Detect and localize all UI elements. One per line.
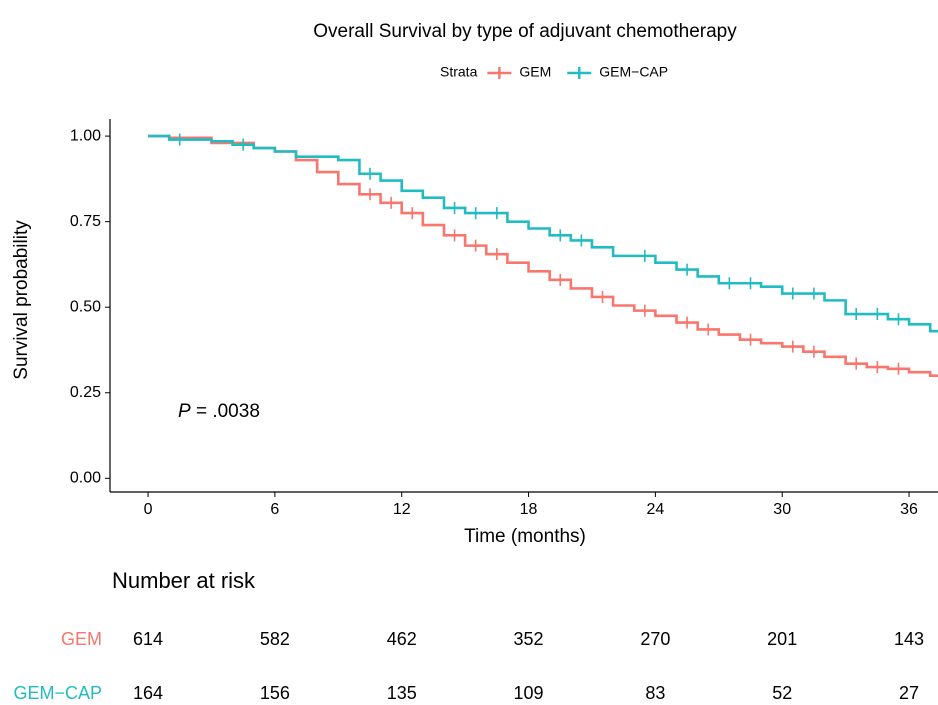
censor-mark [470, 207, 481, 220]
x-tick-label: 36 [900, 501, 918, 518]
x-tick-label: 24 [646, 501, 664, 518]
censor-mark [872, 361, 883, 374]
censor-mark [491, 207, 502, 220]
censor-mark [787, 340, 798, 353]
y-tick-label: 1.00 [70, 127, 101, 144]
y-tick-label: 0.25 [70, 384, 101, 401]
y-axis-label: Survival probability [11, 220, 32, 380]
survival-curve [148, 134, 938, 377]
legend-title: Strata [440, 64, 478, 80]
censor-mark [365, 188, 376, 201]
censor-mark [893, 362, 904, 375]
censor-mark [682, 316, 693, 329]
risk-value: 352 [514, 629, 544, 649]
censor-mark [893, 313, 904, 326]
risk-row-label: GEM−CAP [13, 683, 102, 703]
p-text: = .0038 [191, 401, 260, 422]
censor-mark [703, 323, 714, 336]
x-tick-label: 18 [520, 501, 538, 518]
censor-mark [555, 229, 566, 242]
censor-mark [491, 248, 502, 261]
censor-mark [682, 263, 693, 276]
legend-label: GEM [519, 64, 551, 80]
risk-value: 109 [514, 683, 544, 703]
censor-mark [639, 304, 650, 317]
censor-mark [808, 287, 819, 300]
legend-label: GEM−CAP [599, 64, 668, 80]
legend-key [567, 67, 592, 79]
censor-mark [872, 308, 883, 321]
censor-mark [724, 277, 735, 290]
risk-value: 143 [894, 629, 924, 649]
p-symbol: P [178, 401, 191, 422]
x-tick-label: 6 [270, 501, 279, 518]
censor-mark [808, 345, 819, 358]
risk-row-label: GEM [61, 629, 102, 649]
censor-mark [449, 229, 460, 242]
censor-mark [365, 167, 376, 180]
risk-value: 270 [640, 629, 670, 649]
censor-mark [576, 234, 587, 247]
censor-mark [597, 290, 608, 303]
risk-value: 83 [645, 683, 665, 703]
p-value: P = .0038 [178, 401, 260, 422]
x-tick-label: 12 [393, 501, 411, 518]
y-tick-label: 0.75 [70, 213, 101, 230]
censor-mark [449, 201, 460, 214]
censor-mark [639, 249, 650, 262]
censor-mark [386, 196, 397, 209]
censor-mark [470, 239, 481, 252]
censor-mark [555, 273, 566, 286]
censor-mark [851, 308, 862, 321]
risk-value: 614 [133, 629, 163, 649]
risk-value: 462 [387, 629, 417, 649]
risk-value: 27 [899, 683, 919, 703]
risk-value: 52 [772, 683, 792, 703]
y-tick-label: 0.50 [70, 298, 101, 315]
censor-mark [745, 333, 756, 346]
plot-area [148, 133, 938, 377]
risk-value: 201 [767, 629, 797, 649]
risk-value: 164 [133, 683, 163, 703]
x-tick-label: 0 [144, 501, 153, 518]
censor-mark [787, 287, 798, 300]
censor-mark [238, 138, 249, 151]
y-tick-label: 0.00 [70, 470, 101, 487]
chart-title: Overall Survival by type of adjuvant che… [313, 21, 737, 42]
censor-mark [174, 133, 185, 146]
risk-table-title: Number at risk [112, 568, 256, 593]
censor-mark [407, 207, 418, 220]
legend-key [487, 67, 512, 79]
x-axis-label: Time (months) [464, 526, 586, 547]
survival-curve [148, 134, 938, 333]
censor-mark [851, 357, 862, 370]
risk-value: 156 [260, 683, 290, 703]
x-tick-label: 30 [773, 501, 791, 518]
risk-value: 135 [387, 683, 417, 703]
censor-mark [745, 277, 756, 290]
risk-value: 582 [260, 629, 290, 649]
